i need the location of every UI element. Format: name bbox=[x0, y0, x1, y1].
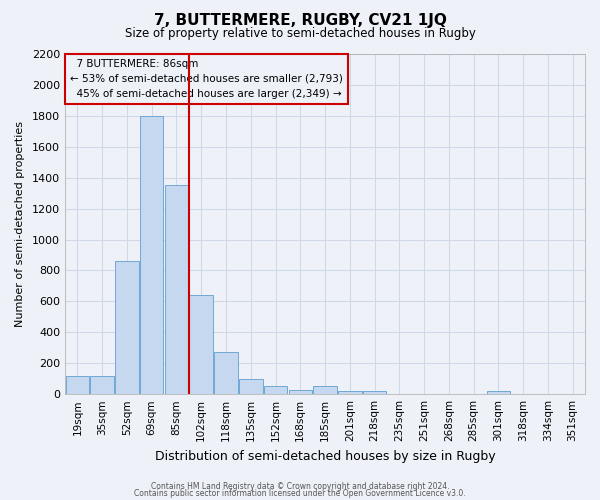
Bar bbox=[313, 386, 337, 394]
Bar bbox=[338, 391, 362, 394]
Text: Contains public sector information licensed under the Open Government Licence v3: Contains public sector information licen… bbox=[134, 489, 466, 498]
Bar bbox=[115, 261, 139, 394]
Bar bbox=[487, 391, 510, 394]
Text: 7, BUTTERMERE, RUGBY, CV21 1JQ: 7, BUTTERMERE, RUGBY, CV21 1JQ bbox=[154, 12, 446, 28]
Bar bbox=[140, 116, 163, 394]
Bar bbox=[91, 376, 114, 394]
Bar bbox=[190, 295, 213, 394]
Bar bbox=[264, 386, 287, 394]
Y-axis label: Number of semi-detached properties: Number of semi-detached properties bbox=[15, 121, 25, 327]
Bar bbox=[363, 391, 386, 394]
X-axis label: Distribution of semi-detached houses by size in Rugby: Distribution of semi-detached houses by … bbox=[155, 450, 496, 462]
Text: Contains HM Land Registry data © Crown copyright and database right 2024.: Contains HM Land Registry data © Crown c… bbox=[151, 482, 449, 491]
Bar bbox=[289, 390, 312, 394]
Text: Size of property relative to semi-detached houses in Rugby: Size of property relative to semi-detach… bbox=[125, 28, 475, 40]
Bar bbox=[239, 378, 263, 394]
Bar bbox=[165, 186, 188, 394]
Text: 7 BUTTERMERE: 86sqm
← 53% of semi-detached houses are smaller (2,793)
  45% of s: 7 BUTTERMERE: 86sqm ← 53% of semi-detach… bbox=[70, 59, 343, 98]
Bar bbox=[214, 352, 238, 394]
Bar bbox=[65, 376, 89, 394]
